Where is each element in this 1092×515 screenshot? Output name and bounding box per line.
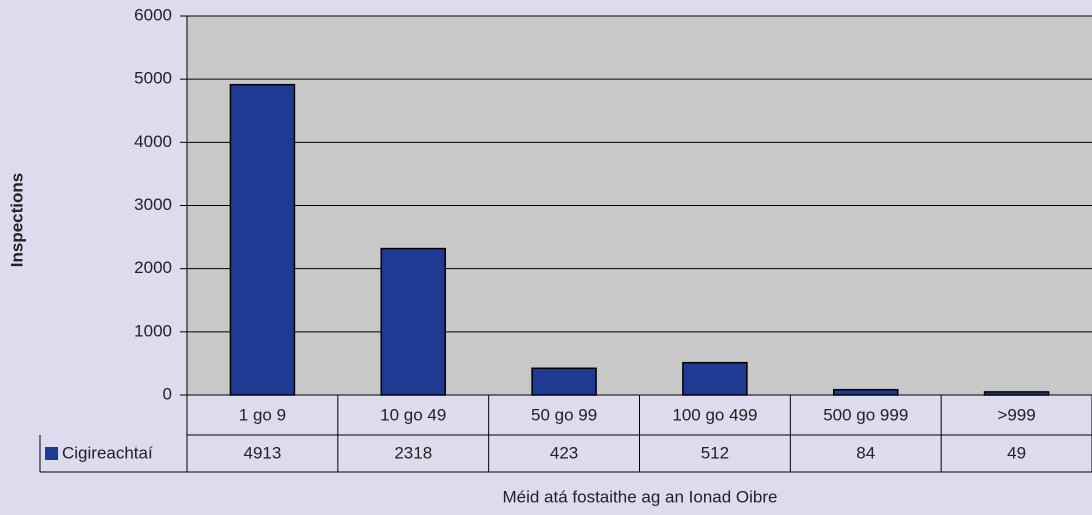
x-tick-label: 10 go 49 (380, 405, 446, 424)
table-value: 84 (856, 443, 875, 462)
bar (380, 247, 446, 396)
y-tick-label: 6000 (134, 5, 172, 24)
bar (983, 391, 1050, 396)
y-tick-label: 1000 (134, 321, 172, 340)
y-tick-label: 4000 (134, 132, 172, 151)
bar (833, 388, 899, 396)
table-value: 2318 (394, 443, 432, 462)
x-tick-label: 50 go 99 (531, 405, 597, 424)
y-tick-label: 2000 (134, 258, 172, 277)
legend-label: Cigireachtaí (62, 443, 153, 462)
x-tick-label: >999 (997, 405, 1035, 424)
table-value: 49 (1007, 443, 1026, 462)
legend-swatch (45, 447, 58, 460)
x-tick-label: 500 go 999 (823, 405, 908, 424)
table-value: 512 (701, 443, 729, 462)
bar (682, 361, 748, 396)
bar (229, 83, 296, 396)
table-value: 4913 (244, 443, 282, 462)
x-tick-label: 1 go 9 (239, 405, 286, 424)
bar (531, 367, 597, 396)
y-tick-label: 0 (163, 384, 172, 403)
y-axis-label: Inspections (7, 173, 26, 267)
table-value: 423 (550, 443, 578, 462)
x-tick-label: 100 go 499 (672, 405, 757, 424)
y-tick-label: 3000 (134, 195, 172, 214)
x-axis-label: Méid atá fostaithe ag an Ionad Oibre (502, 487, 777, 506)
y-tick-label: 5000 (134, 69, 172, 88)
